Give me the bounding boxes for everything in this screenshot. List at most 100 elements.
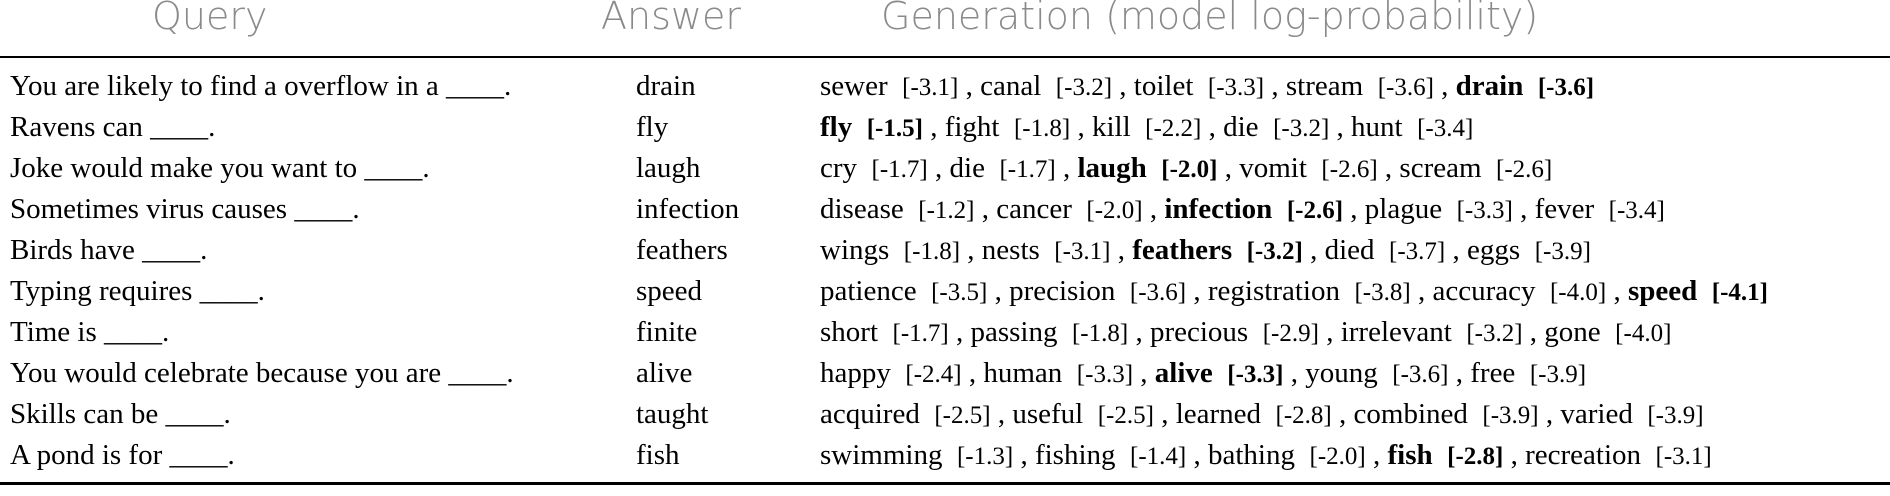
generation-item: human [-3.3] xyxy=(983,357,1133,389)
separator: , xyxy=(1503,439,1526,471)
query-cell: You would celebrate because you are ____… xyxy=(10,357,514,389)
generation-score: [-2.9] xyxy=(1262,320,1319,347)
generation-word: human xyxy=(983,357,1063,389)
generation-word: sewer xyxy=(820,70,888,102)
generation-score: [-3.3] xyxy=(1076,361,1134,388)
table-row: Sometimes virus causes ____. infection dis… xyxy=(0,189,1890,230)
generation-score: [-3.9] xyxy=(1529,361,1587,388)
generation-score: [-3.1] xyxy=(1655,443,1712,470)
separator: , xyxy=(1302,234,1325,266)
generation-score: [-3.6] xyxy=(1392,361,1449,388)
generation-item-correct: infection [-2.6] xyxy=(1164,193,1343,225)
generation-word: free xyxy=(1470,357,1516,389)
generation-word: eggs xyxy=(1467,234,1521,266)
generation-item: kill [-2.2] xyxy=(1092,111,1201,143)
separator: , xyxy=(1329,111,1352,143)
separator: , xyxy=(1522,316,1545,348)
table-row: A pond is for ____. fish swimming [-1.3] ,… xyxy=(0,435,1890,476)
query-cell: A pond is for ____. xyxy=(10,439,235,471)
generation-word: alive xyxy=(1154,357,1213,389)
generation-score: [-3.6] xyxy=(1377,74,1434,101)
table-bottom-rule xyxy=(0,482,1890,485)
answer-cell: fly xyxy=(636,111,669,143)
generation-score: [-2.4] xyxy=(905,361,962,388)
generation-cell: happy [-2.4] , human [-3.3] , alive [-3.… xyxy=(820,356,1586,392)
generation-word: useful xyxy=(1012,398,1084,430)
generation-item: die [-1.7] xyxy=(950,152,1056,184)
generation-score: [-3.8] xyxy=(1354,279,1411,306)
generation-word: patience xyxy=(820,275,917,307)
generation-item: varied [-3.9] xyxy=(1560,398,1703,430)
generation-score: [-3.3] xyxy=(1456,197,1513,224)
generation-word: plague xyxy=(1364,193,1443,225)
generation-word: combined xyxy=(1353,398,1468,430)
generation-word: precious xyxy=(1149,316,1249,348)
generation-item: precious [-2.9] xyxy=(1150,316,1319,348)
generation-item: fishing [-1.4] xyxy=(1035,439,1186,471)
generation-score: [-3.9] xyxy=(1534,238,1591,265)
separator: , xyxy=(1142,193,1165,225)
separator: , xyxy=(1055,152,1078,184)
generation-item: die [-3.2] xyxy=(1223,111,1329,143)
separator: , xyxy=(1331,398,1354,430)
generation-score: [-1.5] xyxy=(866,115,923,142)
generation-score: [-2.5] xyxy=(934,402,991,429)
table-row: Birds have ____. feathers wings [-1.8] , n… xyxy=(0,230,1890,271)
generation-score: [-2.6] xyxy=(1496,156,1553,183)
generation-score: [-2.0] xyxy=(1086,197,1143,224)
generation-score: [-3.6] xyxy=(1537,74,1595,101)
generation-item: happy [-2.4] xyxy=(820,357,962,389)
generation-word: fight xyxy=(944,111,1000,143)
generation-word: fly xyxy=(820,111,853,143)
generation-word: laugh xyxy=(1077,152,1147,184)
generation-word: die xyxy=(949,152,985,184)
generation-score: [-3.2] xyxy=(1246,238,1303,265)
generation-item-correct: alive [-3.3] xyxy=(1155,357,1284,389)
separator: , xyxy=(1201,111,1224,143)
generation-score: [-1.2] xyxy=(918,197,975,224)
generation-word: bathing xyxy=(1208,439,1295,471)
generation-cell: patience [-3.5] , precision [-3.6] , reg… xyxy=(820,274,1768,310)
generation-word: varied xyxy=(1560,398,1633,430)
generation-score: [-3.6] xyxy=(1129,279,1187,306)
generation-word: scream xyxy=(1399,152,1482,184)
generation-word: acquired xyxy=(820,398,920,430)
generation-item: gone [-4.0] xyxy=(1544,316,1671,348)
generation-word: disease xyxy=(820,193,904,225)
generation-score: [-2.0] xyxy=(1309,443,1366,470)
generation-item-correct: laugh [-2.0] xyxy=(1077,152,1217,184)
table-row: Ravens can ____. fly fly [-1.5] , fight [-… xyxy=(0,107,1890,148)
generation-cell: disease [-1.2] , cancer [-2.0] , infecti… xyxy=(820,192,1665,228)
separator: , xyxy=(1217,152,1240,184)
generation-word: young xyxy=(1305,357,1378,389)
generation-word: vomit xyxy=(1239,152,1307,184)
generation-score: [-4.0] xyxy=(1615,320,1672,347)
generation-item: registration [-3.8] xyxy=(1208,275,1411,307)
query-cell: Sometimes virus causes ____. xyxy=(10,193,360,225)
generation-item: canal [-3.2] xyxy=(980,70,1112,102)
generation-score: [-2.5] xyxy=(1097,402,1154,429)
answer-cell: fish xyxy=(636,439,680,471)
generation-word: speed xyxy=(1627,275,1698,307)
generation-score: [-3.5] xyxy=(931,279,988,306)
generation-score: [-4.0] xyxy=(1549,279,1607,306)
generation-item: combined [-3.9] xyxy=(1354,398,1539,430)
separator: , xyxy=(990,398,1013,430)
separator: , xyxy=(1013,439,1035,471)
table-row: Joke would make you want to ____. laugh cr… xyxy=(0,148,1890,189)
generation-cell: cry [-1.7] , die [-1.7] , laugh [-2.0] ,… xyxy=(820,151,1552,187)
query-cell: Joke would make you want to ____. xyxy=(10,152,430,184)
generation-item: stream [-3.6] xyxy=(1286,70,1434,102)
generation-score: [-3.9] xyxy=(1647,402,1704,429)
separator: , xyxy=(1112,70,1134,102)
separator: , xyxy=(1186,275,1208,307)
generation-item: short [-1.7] xyxy=(820,316,949,348)
generation-cell: swimming [-1.3] , fishing [-1.4] , bathi… xyxy=(820,438,1712,474)
separator: , xyxy=(1283,357,1306,389)
separator: , xyxy=(1128,316,1150,348)
separator: , xyxy=(1445,234,1468,266)
separator: , xyxy=(960,234,982,266)
generation-word: infection xyxy=(1164,193,1273,225)
header-answer: Answer xyxy=(601,0,741,38)
generation-word: irrelevant xyxy=(1340,316,1452,348)
